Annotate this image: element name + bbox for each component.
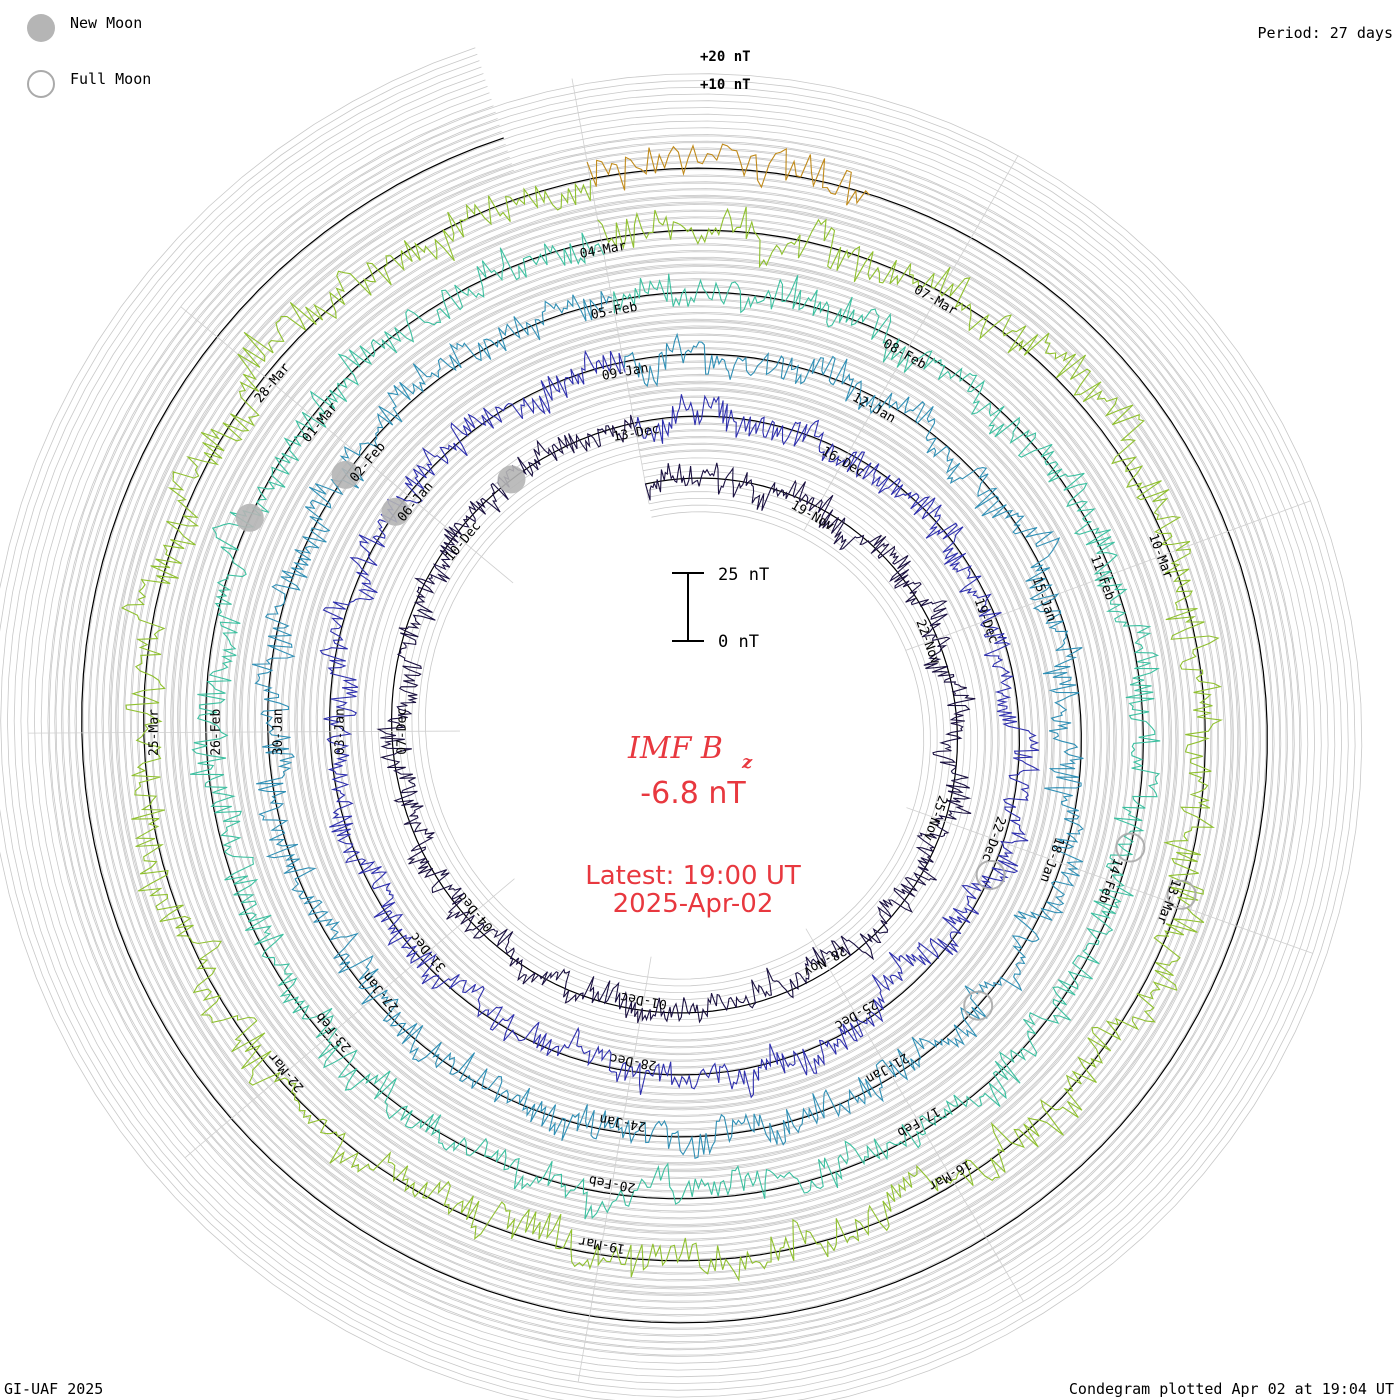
grid-spiral <box>13 73 1336 1391</box>
full-moon-icon <box>27 70 55 98</box>
full-moon-marker <box>1166 879 1197 910</box>
grid-spiral <box>6 66 1343 1398</box>
new-moon-marker <box>381 497 410 526</box>
grid-spiral <box>108 163 1241 1297</box>
date-label: 03-Jan <box>333 708 348 755</box>
series-rotation-2 <box>319 349 1041 1099</box>
new-moon-marker <box>235 503 264 532</box>
new-moon-marker <box>497 465 526 494</box>
plotted-timestamp: Condegram plotted Apr 02 at 19:04 UT <box>1068 1380 1394 1398</box>
grid-spiral <box>47 105 1302 1358</box>
full-moon-marker <box>1115 832 1146 863</box>
grid-spiral <box>87 143 1262 1317</box>
ring-scale-label-10: +10 nT <box>700 77 751 93</box>
grid-spiral <box>33 92 1316 1371</box>
series-rotation-6 <box>586 143 870 206</box>
grid-spoke <box>803 154 1019 531</box>
scale-bar-bottom-label: 0 nT <box>718 632 759 652</box>
scale-bar-top-label: 25 nT <box>718 565 769 585</box>
date-label: 07-Dec <box>395 708 410 755</box>
grid-spoke <box>28 730 461 734</box>
new-moon-marker <box>331 460 360 489</box>
grid-spoke <box>906 807 1314 954</box>
full-moon-marker <box>975 859 1006 890</box>
ring-scale-label-20: +20 nT <box>700 49 751 65</box>
full-moon-marker <box>963 990 994 1021</box>
scale-bar: 25 nT 0 nT <box>672 565 769 652</box>
date-label: 25-Mar <box>147 709 162 756</box>
grid-spoke <box>905 500 1312 651</box>
grid-spiral <box>27 86 1322 1378</box>
data-series <box>120 143 1224 1282</box>
grid-spiral <box>114 169 1235 1290</box>
grid-spoke <box>577 956 652 1383</box>
series-rotation-3 <box>252 291 1084 1160</box>
credit-label: GI-UAF 2025 <box>4 1380 104 1398</box>
grid-spoke <box>805 928 1025 1302</box>
period-label: Period: 27 days <box>1257 24 1393 42</box>
grid-spiral <box>60 118 1289 1344</box>
date-label: 26-Feb <box>209 709 224 756</box>
grid-spiral <box>40 98 1309 1364</box>
parameter-subscript: z <box>741 752 753 773</box>
parameter-name: IMF B <box>627 731 723 766</box>
grid-spiral <box>0 60 1349 1400</box>
series-rotation-1 <box>376 414 976 1024</box>
grid-spiral <box>101 156 1248 1304</box>
full-moon-label: Full Moon <box>70 70 152 88</box>
latest-date: 2025-Apr-02 <box>613 889 774 919</box>
grid-spiral <box>0 47 1363 1400</box>
current-value: -6.8 nT <box>640 776 746 811</box>
center-readout: IMF B z -6.8 nT Latest: 19:00 UT 2025-Ap… <box>585 731 801 919</box>
grid-spoke <box>184 878 515 1159</box>
grid-spiral <box>54 111 1295 1351</box>
moon-phase-markers <box>235 460 1197 1021</box>
new-moon-icon <box>27 14 55 42</box>
grid-spiral <box>67 124 1282 1337</box>
series-rotation-5 <box>120 180 1224 1282</box>
date-label: 30-Jan <box>271 708 286 755</box>
spiral-grid <box>0 47 1363 1400</box>
latest-time: Latest: 19:00 UT <box>585 861 801 891</box>
new-moon-label: New Moon <box>70 14 143 32</box>
series-rotation-4 <box>189 232 1161 1220</box>
grid-spiral <box>0 53 1356 1400</box>
